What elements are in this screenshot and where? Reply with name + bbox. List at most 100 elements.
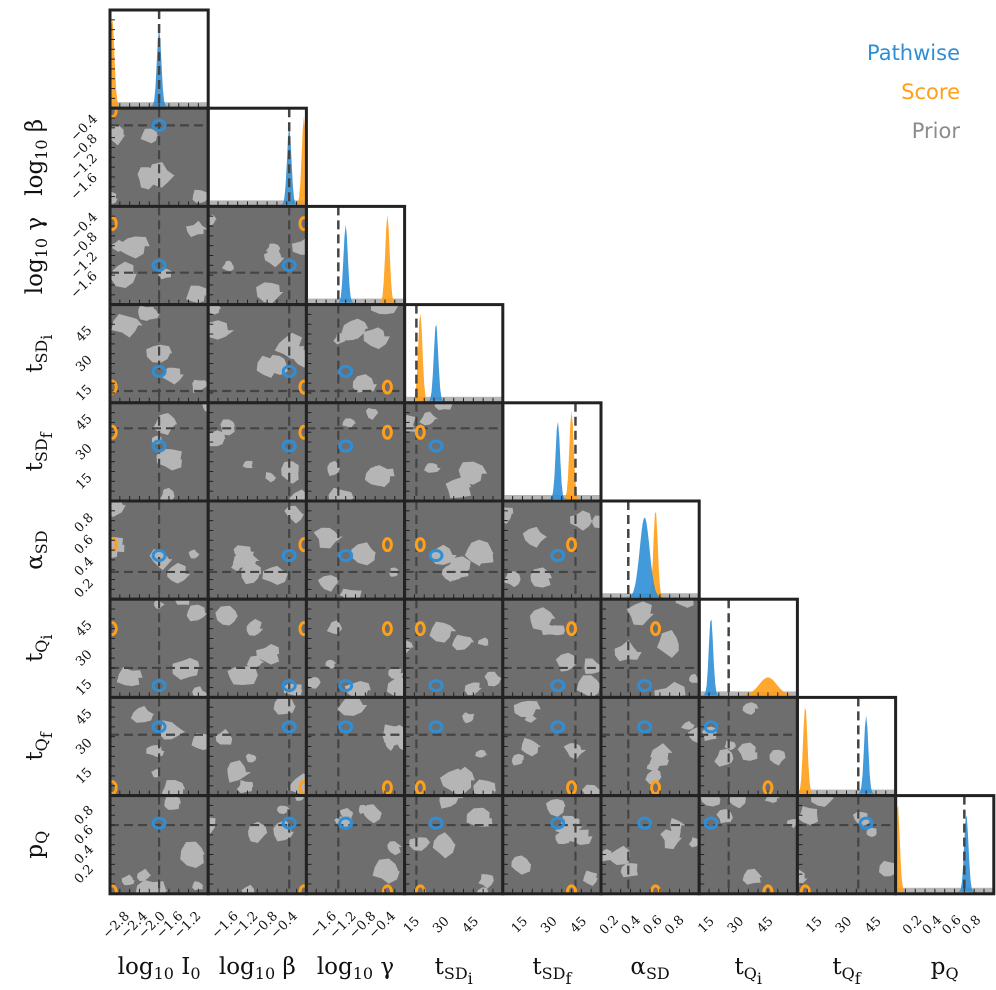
y-tick-label: 15 bbox=[73, 382, 95, 404]
prior-blob bbox=[135, 879, 168, 894]
panel-t_SDi-t_SDf bbox=[403, 401, 505, 503]
score-contour bbox=[298, 537, 307, 553]
panel-log10_beta-log10_beta bbox=[206, 106, 308, 208]
prior-2d bbox=[208, 795, 307, 894]
prior-blob bbox=[208, 214, 217, 226]
prior-blob bbox=[148, 162, 175, 188]
prior-blob bbox=[227, 665, 259, 685]
prior-blob bbox=[265, 472, 277, 483]
panel-log10_gamma-alpha_SD bbox=[304, 499, 407, 601]
prior-blob bbox=[466, 807, 493, 827]
prior-blob bbox=[879, 860, 896, 877]
y-axis-label-t_Qf: tQf bbox=[22, 731, 56, 760]
pathwise-contour bbox=[151, 549, 167, 563]
panel-t_SDf-t_SDf bbox=[501, 401, 603, 503]
prior-blob bbox=[256, 644, 280, 665]
pathwise-contour bbox=[637, 720, 653, 734]
prior-blob bbox=[787, 819, 798, 829]
x-tick-label: 45 bbox=[460, 914, 482, 936]
prior-blob bbox=[584, 658, 601, 674]
prior-blob bbox=[439, 795, 464, 809]
prior-blob bbox=[387, 841, 403, 856]
panel-log10_beta-log10_gamma bbox=[206, 204, 308, 307]
panel-t_SDi-t_SDi bbox=[403, 303, 505, 405]
prior-blob bbox=[110, 124, 126, 146]
prior-blob bbox=[681, 721, 695, 730]
legend-score: Score bbox=[901, 80, 960, 104]
prior-blob bbox=[130, 705, 155, 723]
prior-blob bbox=[688, 837, 700, 848]
prior-blob bbox=[524, 713, 538, 723]
prior-blob bbox=[313, 527, 343, 549]
x-axis-label-t_SDf: tSDf bbox=[532, 954, 572, 988]
x-axis-label-p_Q: pQ bbox=[931, 954, 959, 983]
prior-blob bbox=[424, 463, 441, 473]
prior-blob bbox=[140, 128, 158, 144]
prior-blob bbox=[764, 795, 780, 803]
prior-blob bbox=[256, 282, 284, 304]
prior-blob bbox=[583, 870, 598, 886]
score-contour bbox=[298, 780, 307, 796]
prior-blob bbox=[164, 795, 181, 810]
prior-blob bbox=[288, 489, 307, 501]
prior-blob bbox=[654, 681, 686, 698]
prior-blob bbox=[511, 855, 532, 875]
y-tick-label: 15 bbox=[73, 677, 95, 699]
prior-blob bbox=[473, 779, 497, 796]
panel-t_Qi-t_Qf bbox=[697, 695, 799, 798]
y-tick-label: 0.4 bbox=[72, 842, 97, 867]
y-tick-label: 30 bbox=[73, 353, 95, 375]
prior-blob bbox=[582, 784, 601, 796]
x-axis-label-t_Qi: tQi bbox=[735, 954, 763, 988]
prior-blob bbox=[484, 671, 503, 687]
x-tick-label: 0.8 bbox=[662, 913, 687, 938]
x-tick-label: 0.2 bbox=[597, 913, 622, 938]
score-contour bbox=[566, 884, 578, 894]
y-tick-label: 0.2 bbox=[72, 862, 97, 887]
prior-blob bbox=[245, 753, 257, 763]
prior-blob bbox=[371, 304, 399, 315]
pathwise-contour bbox=[637, 816, 653, 830]
panel-log10_I0-t_Qf bbox=[108, 695, 210, 798]
panel-t_SDi-p_Q bbox=[403, 794, 505, 896]
prior-blob bbox=[660, 829, 683, 850]
prior-blob bbox=[167, 562, 191, 584]
y-tick-label: 30 bbox=[73, 441, 95, 463]
prior-2d bbox=[306, 599, 405, 698]
y-tick-label: 0.6 bbox=[72, 532, 97, 557]
y-axis-label-t_SDi: tSDi bbox=[22, 335, 56, 373]
score-contour bbox=[799, 884, 811, 894]
prior-blob bbox=[563, 743, 587, 760]
prior-blob bbox=[221, 260, 234, 272]
pathwise-contour bbox=[338, 439, 354, 453]
prior-blob bbox=[192, 189, 209, 203]
prior-blob bbox=[317, 575, 338, 592]
panel-t_SDi-t_Qi bbox=[403, 597, 505, 699]
score-contour bbox=[110, 216, 118, 232]
panel-t_SDf-alpha_SD bbox=[501, 499, 603, 601]
x-tick-label: 15 bbox=[803, 914, 825, 936]
pathwise-contour bbox=[281, 364, 297, 378]
panel-log10_I0-log10_I0 bbox=[108, 8, 210, 110]
score-marginal bbox=[502, 411, 601, 499]
pathwise-marginal bbox=[208, 126, 307, 205]
pathwise-contour bbox=[428, 549, 444, 563]
score-marginal bbox=[699, 677, 798, 696]
score-contour bbox=[298, 884, 307, 894]
prior-blob bbox=[327, 460, 341, 476]
pathwise-marginal bbox=[797, 715, 896, 794]
score-contour bbox=[381, 621, 393, 637]
x-tick-label: 45 bbox=[568, 914, 590, 936]
y-tick-label: 15 bbox=[73, 765, 95, 787]
prior-blob bbox=[529, 607, 556, 631]
pathwise-marginal bbox=[601, 517, 700, 598]
prior-blob bbox=[116, 667, 143, 687]
panel-log10_I0-log10_beta bbox=[108, 106, 210, 208]
panel-alpha_SD-alpha_SD bbox=[599, 499, 701, 601]
prior-blob bbox=[657, 630, 679, 658]
pathwise-contour bbox=[550, 720, 566, 734]
legend-prior: Prior bbox=[911, 119, 960, 143]
panel-log10_beta-alpha_SD bbox=[206, 499, 308, 601]
pathwise-contour bbox=[428, 720, 444, 734]
score-contour bbox=[414, 621, 426, 637]
